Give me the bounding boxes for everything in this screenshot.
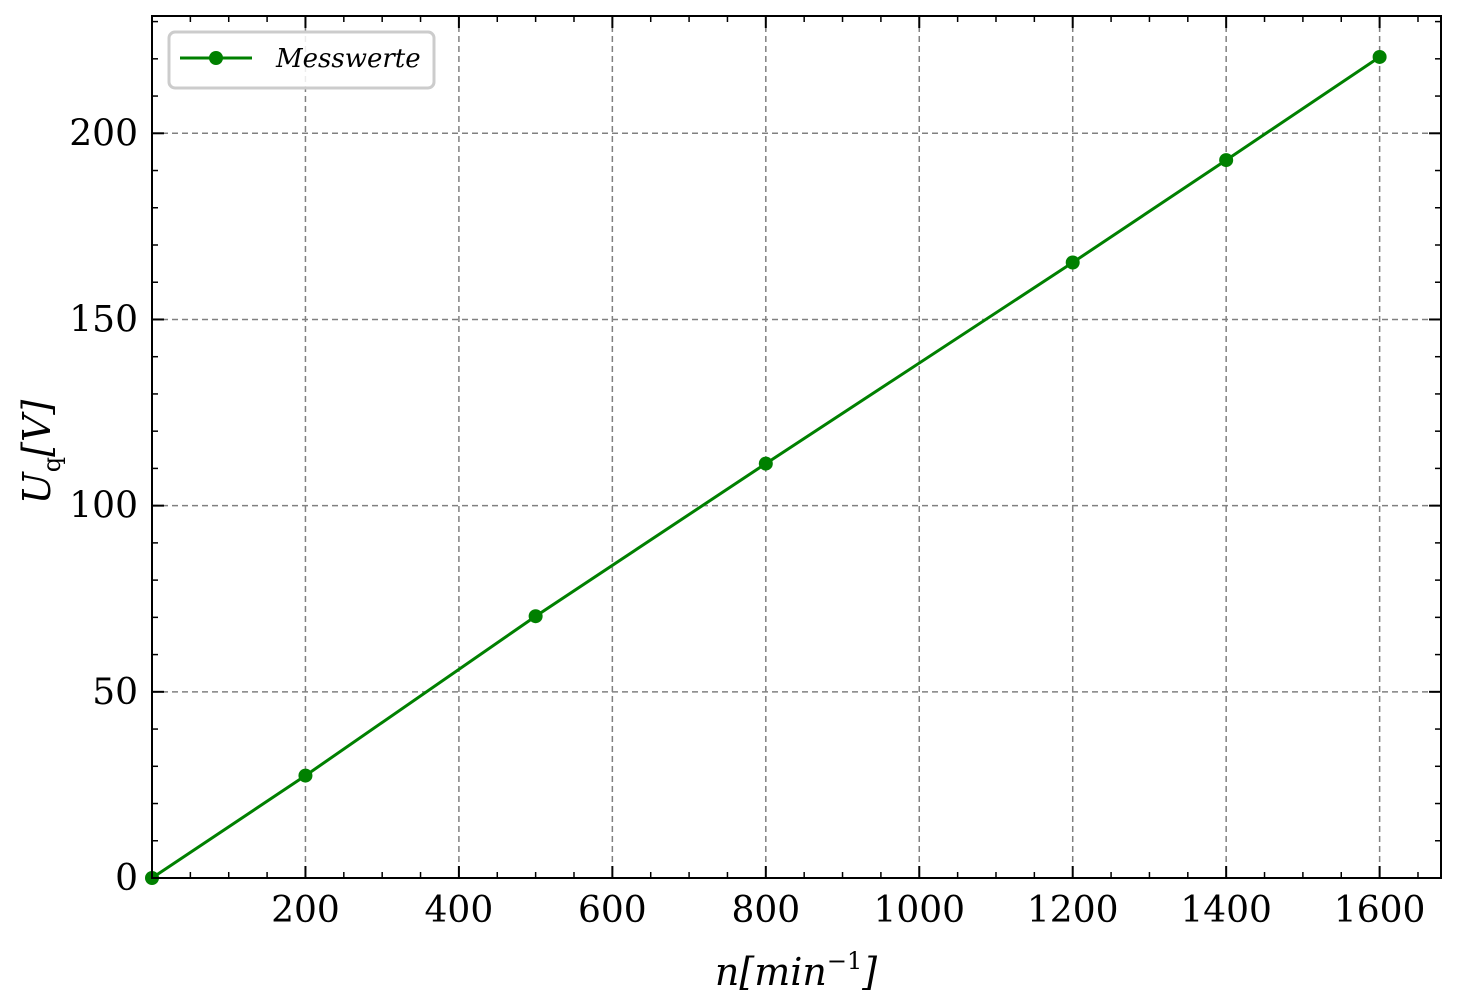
legend: Messwerte (167, 30, 436, 90)
x-tick-label: 200 (271, 890, 340, 931)
x-tick-label: 1600 (1334, 890, 1426, 931)
y-tick-label: 200 (69, 113, 138, 154)
tick-labels: 200 400 600 800 1000 1200 1400 1600 0 50 100 150 200 (69, 113, 1425, 931)
legend-box (167, 30, 436, 90)
x-axis-label-base: n[min (715, 950, 827, 994)
y-axis-label-base: U (15, 470, 59, 504)
y-tick-label: 50 (92, 672, 138, 713)
data-point (298, 768, 313, 783)
x-tick-label: 1000 (873, 890, 965, 931)
x-axis-label: n[min−1] (715, 947, 877, 994)
plot-frame (151, 15, 1442, 879)
data-point (1372, 49, 1387, 64)
x-axis-label-superscript: −1 (827, 947, 862, 975)
x-tick-label: 1200 (1027, 890, 1119, 931)
y-tick-label: 100 (69, 486, 138, 527)
y-tick-label: 0 (115, 858, 138, 899)
x-tick-label: 600 (578, 890, 647, 931)
data-point (1219, 153, 1234, 168)
grid (152, 16, 1441, 878)
series-group (145, 49, 1387, 885)
y-axis-label: Uq[V] (15, 400, 66, 505)
data-point (1065, 255, 1080, 270)
legend-label: Messwerte (275, 44, 421, 74)
x-tick-label: 1400 (1180, 890, 1272, 931)
x-axis-label-close: ] (861, 950, 877, 994)
data-point (758, 456, 773, 471)
x-tick-label: 400 (425, 890, 494, 931)
x-tick-label: 800 (731, 890, 800, 931)
y-axis-label-rest: [V] (15, 400, 59, 457)
y-tick-label: 150 (69, 299, 138, 340)
data-point (528, 609, 543, 624)
y-axis-label-subscript: q (38, 457, 66, 472)
legend-marker-swatch (209, 51, 223, 65)
